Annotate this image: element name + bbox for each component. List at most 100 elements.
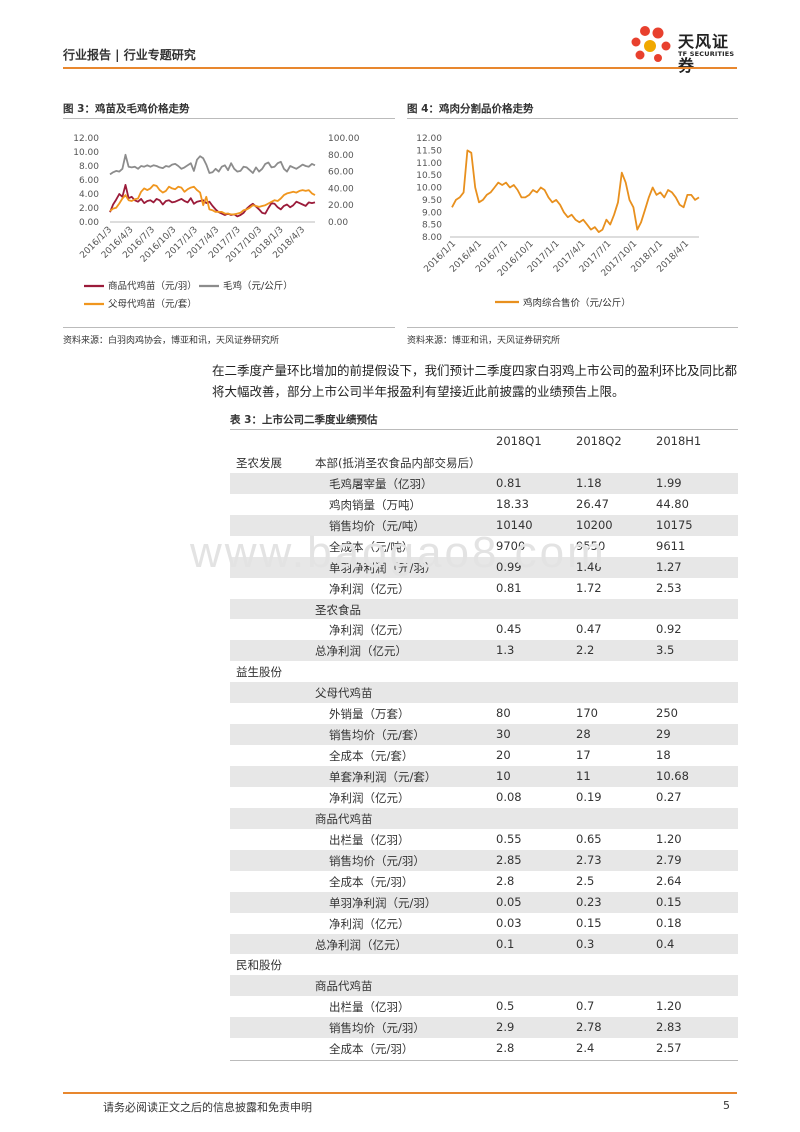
table-row: 单羽净利润（元/羽） 0.99 1.46 1.27 [230,556,738,578]
logo-text-cn: 天风证券 [678,32,730,75]
table-row: 总净利润（亿元） 1.3 2.2 3.5 [230,640,738,662]
y-right-tick-label: 40.00 [328,184,354,194]
y-tick-label: 9.50 [422,196,442,206]
cell-2018h1: 2.83 [656,1020,682,1035]
cell-company: 民和股份 [236,958,282,973]
cell-2018q2: 2.73 [576,852,602,867]
table-row: 出栏量（亿羽） 0.5 0.7 1.20 [230,996,738,1017]
cell-item: 鸡肉销量（万吨） [329,497,421,512]
header-col-2: 2018Q2 [576,434,622,448]
table-row: 全成本（元/套） 20 17 18 [230,745,738,766]
cell-2018q1: 0.03 [496,915,522,930]
table-top-rule [230,429,738,430]
cell-2018q1: 0.5 [496,999,515,1014]
table-row: 父母代鸡苗 [230,682,738,704]
table-row: 销售均价（元/羽） 2.85 2.73 2.79 [230,849,738,871]
table-row: 鸡肉销量（万吨） 18.33 26.47 44.80 [230,494,738,515]
figure4-title: 图 4：鸡肉分割品价格走势 [407,103,534,115]
cell-2018h1: 250 [656,706,678,721]
cell-item: 全成本（元/羽） [329,874,414,889]
report-header: 行业报告 | 行业专题研究 [63,48,196,62]
cell-segment: 商品代鸡苗 [315,811,373,826]
cell-2018q1: 18.33 [496,496,529,511]
cell-2018q1: 2.9 [496,1020,515,1035]
cell-2018q2: 2.5 [576,873,595,888]
cell-segment: 本部(抵消圣农食品内部交易后） [315,455,481,470]
cell-2018q1: 2.8 [496,873,515,888]
cell-company: 圣农发展 [236,455,282,470]
cell-2018q1: 9700 [496,538,526,553]
cell-2018h1: 0.15 [656,894,682,909]
y-left-tick-label: 4.00 [79,190,99,200]
cell-2018h1: 2.79 [656,852,682,867]
cell-2018q1: 0.81 [496,475,522,490]
cell-item: 外销量（万套） [329,707,410,722]
cell-2018q1: 2.85 [496,852,522,867]
cell-2018h1: 1.27 [656,559,682,574]
cell-2018q1: 20 [496,748,511,763]
cell-item: 销售均价（元/吨） [329,518,425,533]
cell-2018h1: 44.80 [656,496,689,511]
cell-item: 出栏量（亿羽） [329,832,410,847]
cell-2018q2: 28 [576,727,591,742]
watermark: www.baogao8.com [190,528,607,577]
cell-2018q2: 17 [576,748,591,763]
y-left-tick-label: 12.00 [73,134,99,144]
header-divider [63,67,737,69]
cell-2018q2: 2.2 [576,643,595,658]
table3: 2018Q1 2018Q2 2018H1 圣农发展 本部(抵消圣农食品内部交易后）… [230,431,738,1059]
y-right-tick-label: 100.00 [328,134,360,144]
figure3-title: 图 3：鸡苗及毛鸡价格走势 [63,103,190,115]
cell-2018h1: 2.53 [656,580,682,595]
cell-2018q1: 0.08 [496,789,522,804]
cell-2018q2: 0.47 [576,622,602,637]
cell-2018q2: 0.15 [576,915,602,930]
cell-2018q2: 1.72 [576,580,602,595]
cell-2018h1: 1.20 [656,999,682,1014]
table-row: 外销量（万套） 80 170 250 [230,703,738,724]
cell-2018q1: 1.3 [496,643,515,658]
cell-2018h1: 9611 [656,538,686,553]
cell-2018h1: 2.64 [656,873,682,888]
y-left-tick-label: 10.00 [73,148,99,158]
cell-item: 毛鸡屠宰量（亿羽） [329,476,433,491]
cell-2018q2: 26.47 [576,496,609,511]
table-row: 圣农发展 本部(抵消圣农食品内部交易后） [230,452,738,473]
cell-2018q1: 0.45 [496,622,522,637]
table-row: 出栏量（亿羽） 0.55 0.65 1.20 [230,829,738,850]
header-col-1: 2018Q1 [496,434,542,448]
y-right-tick-label: 80.00 [328,151,354,161]
cell-2018h1: 0.92 [656,622,682,637]
cell-2018h1: 10175 [656,517,693,532]
disclaimer-text: 请务必阅读正文之后的信息披露和免责申明 [103,1101,312,1114]
cell-2018h1: 0.4 [656,936,675,951]
series-line-2 [109,153,316,176]
cell-2018h1: 0.18 [656,915,682,930]
cell-2018q1: 0.1 [496,936,515,951]
cell-item: 销售均价（元/羽） [329,1021,425,1036]
cell-2018q2: 1.46 [576,559,602,574]
cell-company: 益生股份 [236,665,282,680]
legend-label: 商品代鸡苗（元/羽） [108,280,197,292]
figure4-top-rule [407,118,738,119]
cell-2018h1: 10.68 [656,769,689,783]
figure4-bottom-rule [407,327,738,328]
cell-2018q1: 80 [496,706,511,721]
y-tick-label: 10.00 [416,184,442,194]
cell-2018q2: 9550 [576,538,606,553]
figure4-source: 资料来源：博亚和讯，天风证券研究所 [407,336,561,346]
table-row: 总净利润（亿元） 0.1 0.3 0.4 [230,933,738,955]
y-tick-label: 10.50 [416,171,442,181]
cell-2018h1: 3.5 [656,643,675,658]
cell-2018q1: 0.81 [496,580,522,595]
y-left-tick-label: 0.00 [79,218,99,228]
y-tick-label: 12.00 [416,134,442,144]
table-row: 单羽净利润（元/羽） 0.05 0.23 0.15 [230,891,738,913]
cell-2018q2: 2.4 [576,1041,595,1056]
cell-2018q2: 11 [576,769,591,783]
footer-divider [63,1092,737,1094]
y-left-tick-label: 2.00 [79,204,99,214]
table-row: 销售均价（元/羽） 2.9 2.78 2.83 [230,1017,738,1039]
table-header-row: 2018Q1 2018Q2 2018H1 [230,431,738,452]
legend-label: 鸡肉综合售价（元/公斤） [523,297,631,309]
